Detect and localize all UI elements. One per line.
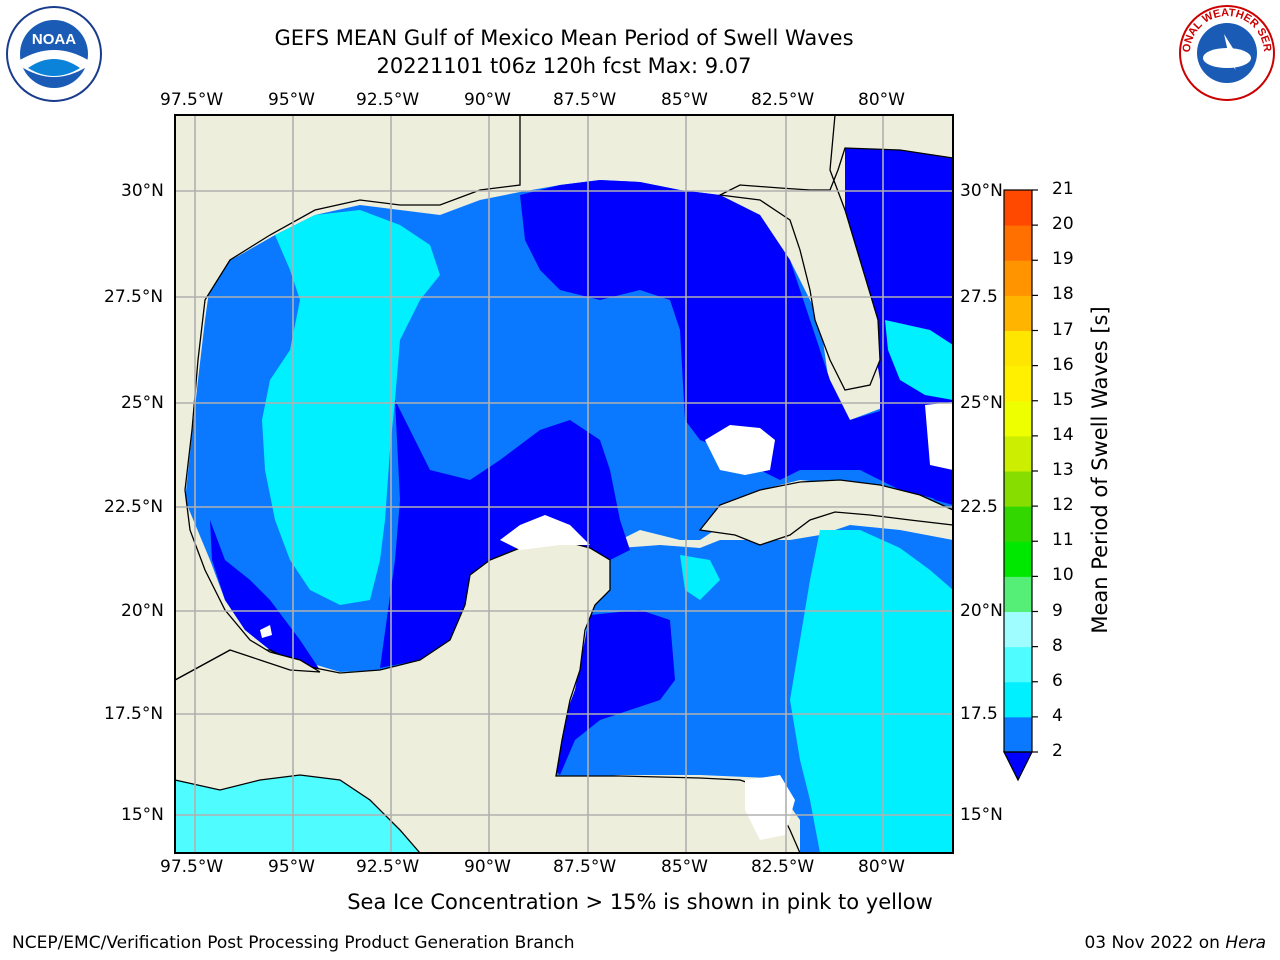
- lat-label-right: 25°N: [960, 393, 1003, 413]
- lat-label-right: 22.5: [960, 497, 998, 517]
- swell-4s-caribbean: [790, 530, 953, 853]
- footer-host: Hera: [1225, 933, 1266, 953]
- lon-label-top: 92.5°W: [356, 90, 420, 110]
- sea-ice-note: Sea Ice Concentration > 15% is shown in …: [347, 890, 933, 914]
- lon-label-top: 90°W: [464, 90, 511, 110]
- chart-title: GEFS MEAN Gulf of Mexico Mean Period of …: [274, 26, 854, 50]
- colorbar-tick-label: 8: [1052, 635, 1063, 656]
- lat-label-left: 15°N: [121, 805, 164, 825]
- florida-peninsula: [717, 114, 954, 391]
- lat-label-right: 27.5: [960, 287, 998, 307]
- lon-label-bottom: 92.5°W: [356, 857, 420, 877]
- colorbar-tick-label: 17: [1052, 319, 1074, 340]
- colorbar-segment: [1004, 365, 1032, 402]
- colorbar-tick-label: 4: [1052, 705, 1063, 726]
- chart-subtitle: 20221101 t06z 120h fcst Max: 9.07: [376, 54, 752, 78]
- colorbar-segment: [1004, 646, 1032, 683]
- no-data-patch: [705, 425, 775, 475]
- colorbar-segment: [1004, 681, 1032, 718]
- lon-label-top: 80°W: [858, 90, 905, 110]
- lon-label-top: 95°W: [268, 90, 315, 110]
- lat-label-left: 20°N: [121, 601, 164, 621]
- colorbar-tick-label: 15: [1052, 389, 1074, 410]
- footer-date-text: 03 Nov 2022 on: [1084, 933, 1226, 953]
- colorbar-segment: [1004, 471, 1032, 507]
- colorbar-tick-label: 2: [1052, 741, 1063, 761]
- lon-label-bottom: 90°W: [464, 857, 511, 877]
- colorbar-segment: [1004, 330, 1032, 367]
- colorbar-segment: [1004, 190, 1032, 226]
- mexico-texas-coast: [174, 114, 521, 682]
- no-data-patch: [500, 515, 590, 550]
- noaa-logo-text: NOAA: [32, 31, 76, 48]
- colorbar-segment: [1004, 260, 1032, 296]
- lon-label-bottom: 97.5°W: [160, 857, 224, 877]
- lat-label-left: 30°N: [121, 181, 164, 201]
- lon-label-top: 97.5°W: [160, 90, 224, 110]
- colorbar-segment: [1004, 400, 1032, 437]
- colorbar-tick-label: 11: [1052, 530, 1074, 551]
- no-data-patch: [260, 625, 272, 638]
- colorbar-segment: [1004, 541, 1032, 577]
- lon-label-top: 82.5°W: [751, 90, 815, 110]
- lat-label-right: 15°N: [960, 805, 1003, 825]
- footer-credit: NCEP/EMC/Verification Post Processing Pr…: [12, 933, 575, 953]
- lon-label-bottom: 82.5°W: [751, 857, 815, 877]
- colorbar-tick-label: 13: [1052, 460, 1074, 480]
- swell-2s-caribbean: [555, 610, 675, 775]
- colorbar-tick-label: 18: [1052, 284, 1074, 305]
- lon-label-bottom: 80°W: [858, 857, 905, 877]
- colorbar-tick-label: 16: [1052, 354, 1074, 375]
- noaa-logo: NOAA: [6, 6, 102, 102]
- colorbar-segment: [1004, 716, 1032, 753]
- colorbar-tick-label: 19: [1052, 249, 1074, 270]
- map-panel: [174, 114, 954, 854]
- colorbar: [1003, 189, 1038, 782]
- no-data-patch: [745, 775, 795, 840]
- lat-label-right: 17.5: [960, 704, 998, 724]
- colorbar-label: Mean Period of Swell Waves [s]: [1088, 306, 1112, 634]
- lat-label-left: 25°N: [121, 393, 164, 413]
- footer-date: 03 Nov 2022 on Hera: [1084, 933, 1266, 953]
- pacific-ocean: [175, 775, 420, 853]
- lon-label-bottom: 85°W: [661, 857, 708, 877]
- lon-label-bottom: 95°W: [268, 857, 315, 877]
- lat-label-right: 20°N: [960, 601, 1003, 621]
- nws-logo: NATIONAL WEATHER SERVICE: [1174, 0, 1276, 102]
- swell-2s-north: [520, 180, 940, 500]
- lon-label-top: 85°W: [661, 90, 708, 110]
- lat-label-left: 22.5°N: [104, 497, 164, 517]
- swell-2s-center: [380, 400, 630, 668]
- colorbar-segment: [1004, 435, 1032, 472]
- colorbar-tick-label: 10: [1052, 565, 1074, 586]
- lat-label-left: 17.5°N: [104, 704, 164, 724]
- colorbar-tick-label: 21: [1052, 179, 1074, 199]
- lon-label-top: 87.5°W: [553, 90, 617, 110]
- colorbar-segment: [1004, 611, 1032, 648]
- colorbar-tick-label: 20: [1052, 214, 1074, 235]
- lat-label-left: 27.5°N: [104, 287, 164, 307]
- colorbar-tick-label: 9: [1052, 600, 1063, 621]
- map-frame: [174, 114, 954, 854]
- lat-label-right: 30°N: [960, 181, 1003, 201]
- swell-4s-yucatan-channel: [680, 555, 720, 600]
- lon-label-bottom: 87.5°W: [553, 857, 617, 877]
- colorbar-tick-label: 14: [1052, 424, 1074, 445]
- colorbar-segment: [1004, 576, 1032, 612]
- colorbar-tick-label: 6: [1052, 670, 1063, 691]
- colorbar-tick-label: 12: [1052, 495, 1074, 516]
- no-data-patch: [925, 402, 953, 470]
- colorbar-segment: [1004, 295, 1032, 331]
- colorbar-extend-arrow: [1003, 751, 1033, 782]
- colorbar-segment: [1004, 506, 1032, 542]
- colorbar-segment: [1004, 225, 1032, 261]
- atlantic-cyan: [885, 320, 953, 400]
- graticule: [175, 115, 953, 853]
